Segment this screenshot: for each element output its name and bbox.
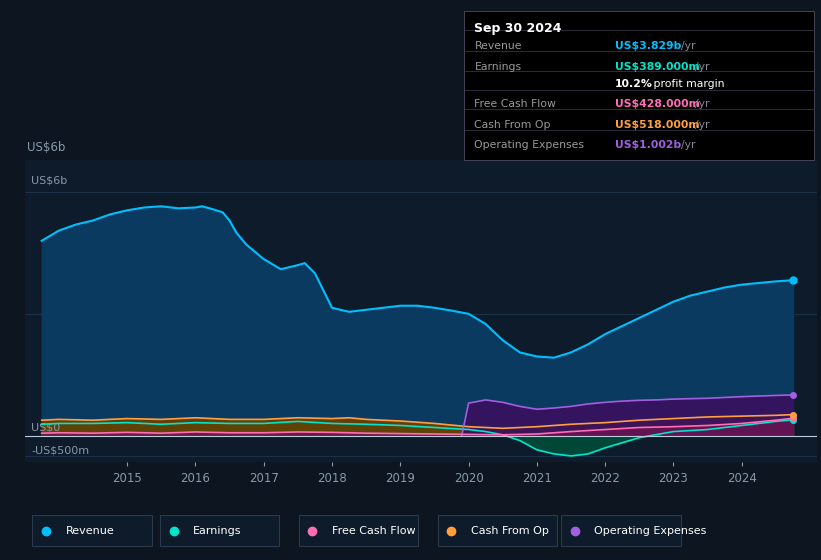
FancyBboxPatch shape xyxy=(561,515,681,546)
Text: Revenue: Revenue xyxy=(66,526,114,535)
Text: US$3.829b: US$3.829b xyxy=(615,41,681,51)
Text: /yr: /yr xyxy=(695,62,709,72)
Text: US$6b: US$6b xyxy=(31,176,67,186)
Text: Earnings: Earnings xyxy=(193,526,241,535)
Text: Earnings: Earnings xyxy=(475,62,521,72)
Text: /yr: /yr xyxy=(695,99,709,109)
FancyBboxPatch shape xyxy=(438,515,557,546)
FancyBboxPatch shape xyxy=(159,515,279,546)
Text: US$6b: US$6b xyxy=(27,141,66,154)
Text: Free Cash Flow: Free Cash Flow xyxy=(475,99,557,109)
Text: profit margin: profit margin xyxy=(649,80,724,90)
Text: US$428.000m: US$428.000m xyxy=(615,99,699,109)
Text: US$0: US$0 xyxy=(31,422,61,432)
Text: Revenue: Revenue xyxy=(475,41,522,51)
Text: /yr: /yr xyxy=(681,41,695,51)
Text: Sep 30 2024: Sep 30 2024 xyxy=(475,22,562,35)
Text: Cash From Op: Cash From Op xyxy=(475,119,551,129)
Text: /yr: /yr xyxy=(681,141,695,150)
Text: Free Cash Flow: Free Cash Flow xyxy=(332,526,415,535)
Text: US$1.002b: US$1.002b xyxy=(615,141,681,150)
FancyBboxPatch shape xyxy=(32,515,152,546)
FancyBboxPatch shape xyxy=(299,515,418,546)
Text: Operating Expenses: Operating Expenses xyxy=(594,526,707,535)
Text: -US$500m: -US$500m xyxy=(31,446,89,456)
Text: /yr: /yr xyxy=(695,119,709,129)
Text: Operating Expenses: Operating Expenses xyxy=(475,141,585,150)
Text: US$518.000m: US$518.000m xyxy=(615,119,699,129)
Text: US$389.000m: US$389.000m xyxy=(615,62,699,72)
Text: 10.2%: 10.2% xyxy=(615,80,653,90)
Text: Cash From Op: Cash From Op xyxy=(470,526,548,535)
